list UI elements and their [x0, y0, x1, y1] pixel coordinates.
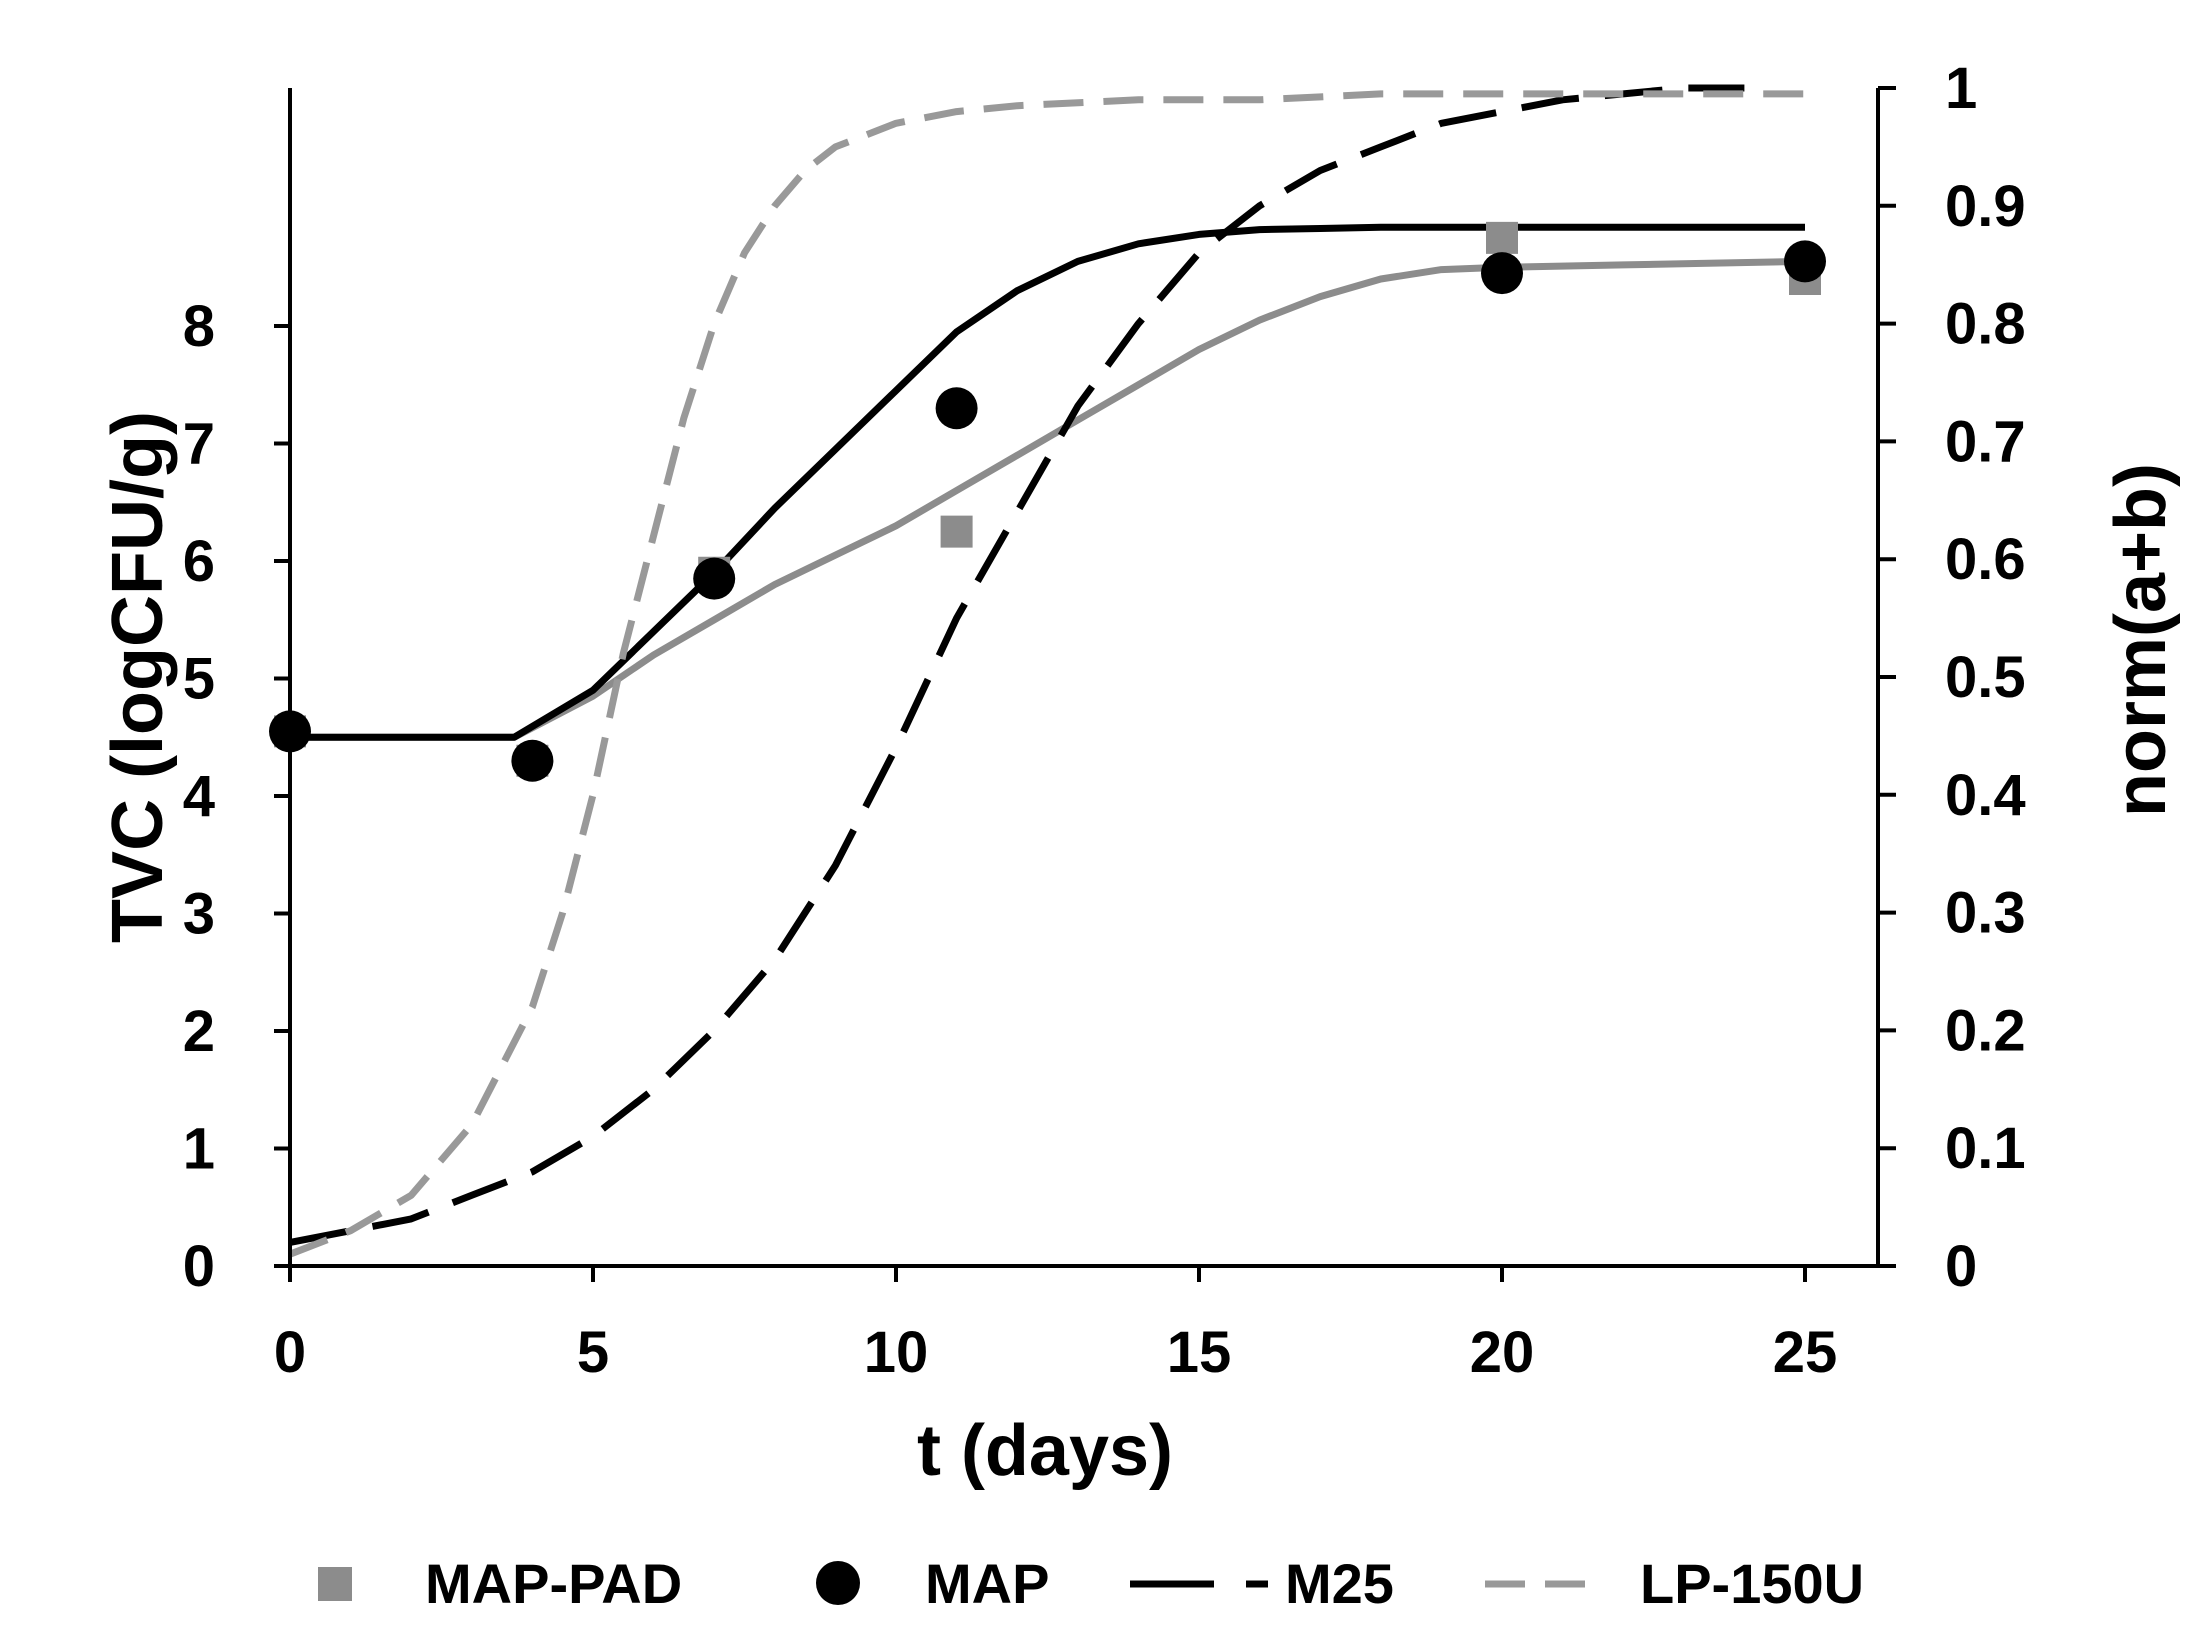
y-axis-title: TVC (logCFU/g) [98, 411, 178, 943]
y2-tick-label: 0.4 [1945, 763, 2026, 828]
x-tick-label: 0 [274, 1320, 306, 1385]
series-line-map-fit [290, 223, 1805, 741]
series-line-lp-150u [288, 90, 1805, 1258]
legend-marker-map-pad [318, 1567, 352, 1601]
y2-tick-label: 0.8 [1945, 292, 2026, 357]
y2-tick-label: 0.7 [1945, 409, 2026, 474]
x-tick-label: 20 [1470, 1320, 1535, 1385]
left-ticks: 0 1 2 3 4 5 6 7 8 [183, 294, 290, 1299]
series-line-m25 [289, 84, 1745, 1246]
legend-label-lp-150u: LP-150U [1640, 1552, 1864, 1615]
y2-axis-title: norm(a+b) [2101, 463, 2181, 817]
right-ticks: 0 0.1 0.2 0.3 0.4 0.5 0.6 0.7 0.8 0.9 1 [1878, 56, 2026, 1299]
point-map [1481, 252, 1523, 295]
y2-tick-label: 0.6 [1945, 527, 2026, 592]
point-map-pad [940, 515, 973, 548]
y-tick-label: 7 [183, 412, 215, 477]
point-map [935, 387, 978, 430]
y-tick-label: 3 [183, 882, 215, 947]
y2-tick-label: 0.3 [1945, 881, 2026, 946]
plot-lines [288, 84, 1806, 1258]
y-tick-label: 0 [183, 1234, 215, 1299]
plot-points [269, 221, 1826, 782]
y-tick-label: 4 [183, 764, 215, 829]
y2-tick-label: 0.5 [1945, 645, 2026, 710]
x-tick-label: 10 [864, 1320, 929, 1385]
x-axis-title: t (days) [917, 1411, 1173, 1491]
legend-label-map-pad: MAP-PAD [425, 1552, 682, 1615]
y2-tick-label: 0.2 [1945, 998, 2026, 1063]
point-map-pad [1486, 221, 1518, 254]
y-tick-label: 8 [183, 294, 215, 359]
y2-tick-label: 0.9 [1945, 174, 2026, 239]
x-tick-label: 25 [1773, 1320, 1838, 1385]
y2-tick-label: 1 [1945, 56, 1977, 121]
y-tick-label: 2 [183, 999, 215, 1064]
y-tick-label: 6 [183, 529, 215, 594]
x-ticks: 0 5 10 15 20 25 [274, 1266, 1837, 1385]
legend: MAP-PAD MAP M25 LP-150U [318, 1552, 1864, 1615]
legend-marker-map [816, 1561, 860, 1605]
series-line-map-pad-fit [290, 257, 1806, 741]
point-map [511, 739, 554, 782]
y2-tick-label: 0 [1945, 1234, 1977, 1299]
legend-label-map: MAP [925, 1552, 1049, 1615]
x-tick-label: 5 [577, 1320, 609, 1385]
point-map [1784, 240, 1826, 283]
point-map [693, 557, 736, 600]
y-tick-label: 5 [183, 647, 215, 712]
y2-tick-label: 0.1 [1945, 1116, 2026, 1181]
legend-label-m25: M25 [1285, 1552, 1394, 1615]
x-tick-label: 15 [1167, 1320, 1232, 1385]
y-tick-label: 1 [183, 1117, 215, 1182]
